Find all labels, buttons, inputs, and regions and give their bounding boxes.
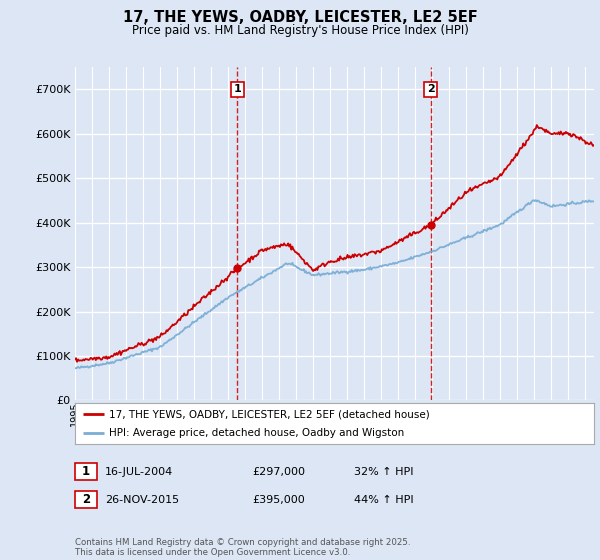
Text: 17, THE YEWS, OADBY, LEICESTER, LE2 5EF (detached house): 17, THE YEWS, OADBY, LEICESTER, LE2 5EF … bbox=[109, 409, 430, 419]
Text: 2: 2 bbox=[427, 85, 434, 95]
Text: HPI: Average price, detached house, Oadby and Wigston: HPI: Average price, detached house, Oadb… bbox=[109, 428, 404, 437]
Text: 1: 1 bbox=[233, 85, 241, 95]
Text: Price paid vs. HM Land Registry's House Price Index (HPI): Price paid vs. HM Land Registry's House … bbox=[131, 24, 469, 37]
Text: 2: 2 bbox=[82, 493, 90, 506]
Text: £395,000: £395,000 bbox=[252, 494, 305, 505]
Text: Contains HM Land Registry data © Crown copyright and database right 2025.
This d: Contains HM Land Registry data © Crown c… bbox=[75, 538, 410, 557]
Text: 26-NOV-2015: 26-NOV-2015 bbox=[105, 494, 179, 505]
Text: 32% ↑ HPI: 32% ↑ HPI bbox=[354, 466, 413, 477]
Text: 1: 1 bbox=[82, 465, 90, 478]
Text: 44% ↑ HPI: 44% ↑ HPI bbox=[354, 494, 413, 505]
Text: 16-JUL-2004: 16-JUL-2004 bbox=[105, 466, 173, 477]
Text: 17, THE YEWS, OADBY, LEICESTER, LE2 5EF: 17, THE YEWS, OADBY, LEICESTER, LE2 5EF bbox=[122, 10, 478, 25]
Text: £297,000: £297,000 bbox=[252, 466, 305, 477]
